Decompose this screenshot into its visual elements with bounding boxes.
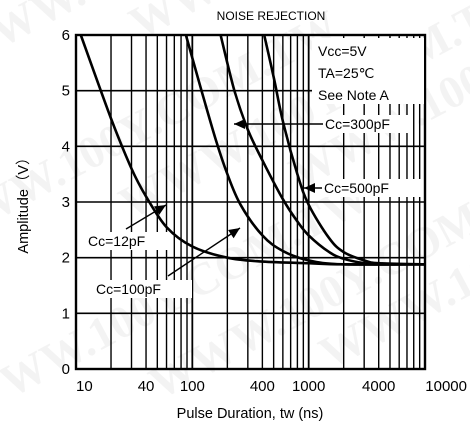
y-tick-label-0: 0 — [62, 361, 70, 378]
y-axis-label: Amplitude（V） — [15, 150, 32, 253]
x-tick-label-4: 1000 — [292, 378, 325, 395]
x-axis-label: Pulse Duration, tw (ns) — [177, 406, 324, 422]
y-tick-label-1: 1 — [62, 305, 70, 322]
cc300-label: Cc=300pF — [325, 116, 390, 132]
curve-annotations: Cc=300pF Cc=500pF Cc=12pF Cc=100pF — [86, 115, 422, 298]
x-tick-label-3: 400 — [250, 378, 275, 395]
curve-series-1 — [184, 34, 426, 266]
y-tick-label-3: 3 — [62, 194, 70, 211]
y-tick-label-2: 2 — [62, 250, 70, 267]
x-tick-label-0: 10 — [76, 378, 93, 395]
condition-ta: TA=25℃ — [318, 65, 374, 81]
cc12-arrow-head — [153, 205, 166, 215]
y-tick-label-5: 5 — [62, 83, 70, 100]
curve-series-2 — [219, 34, 426, 266]
cc300-arrow-head — [234, 119, 245, 129]
conditions-box — [312, 38, 424, 104]
y-tick-label-4: 4 — [62, 138, 70, 155]
cc500-label: Cc=500pF — [324, 180, 389, 196]
cc100-arrow-line — [167, 227, 241, 277]
x-tick-label-1: 40 — [138, 378, 155, 395]
chart-title: NOISE REJECTION — [217, 9, 326, 23]
condition-note: See Note A — [318, 87, 389, 103]
cc100-label-bg — [94, 280, 192, 298]
condition-vcc: Vcc=5V — [318, 43, 367, 59]
x-tick-label-6: 10000 — [425, 378, 467, 395]
curve-series-3 — [262, 34, 426, 266]
y-tick-labels: 0 1 2 3 4 5 6 — [62, 27, 70, 378]
cc300-label-bg — [323, 115, 413, 133]
cc12-label-bg — [86, 232, 168, 250]
cc100-label: Cc=100pF — [96, 281, 161, 297]
cc100-arrow-head — [228, 228, 240, 239]
curves — [79, 34, 426, 266]
y-tick-label-6: 6 — [62, 27, 70, 44]
cc500-arrow-head — [304, 183, 315, 193]
x-tick-label-5: 4000 — [362, 378, 395, 395]
cc12-label: Cc=12pF — [88, 233, 145, 249]
x-tick-labels: 10 40 100 400 1000 4000 10000 — [76, 378, 467, 395]
x-tick-label-2: 100 — [180, 378, 205, 395]
cc500-label-bg — [322, 179, 422, 197]
plot-frame — [74, 33, 427, 371]
